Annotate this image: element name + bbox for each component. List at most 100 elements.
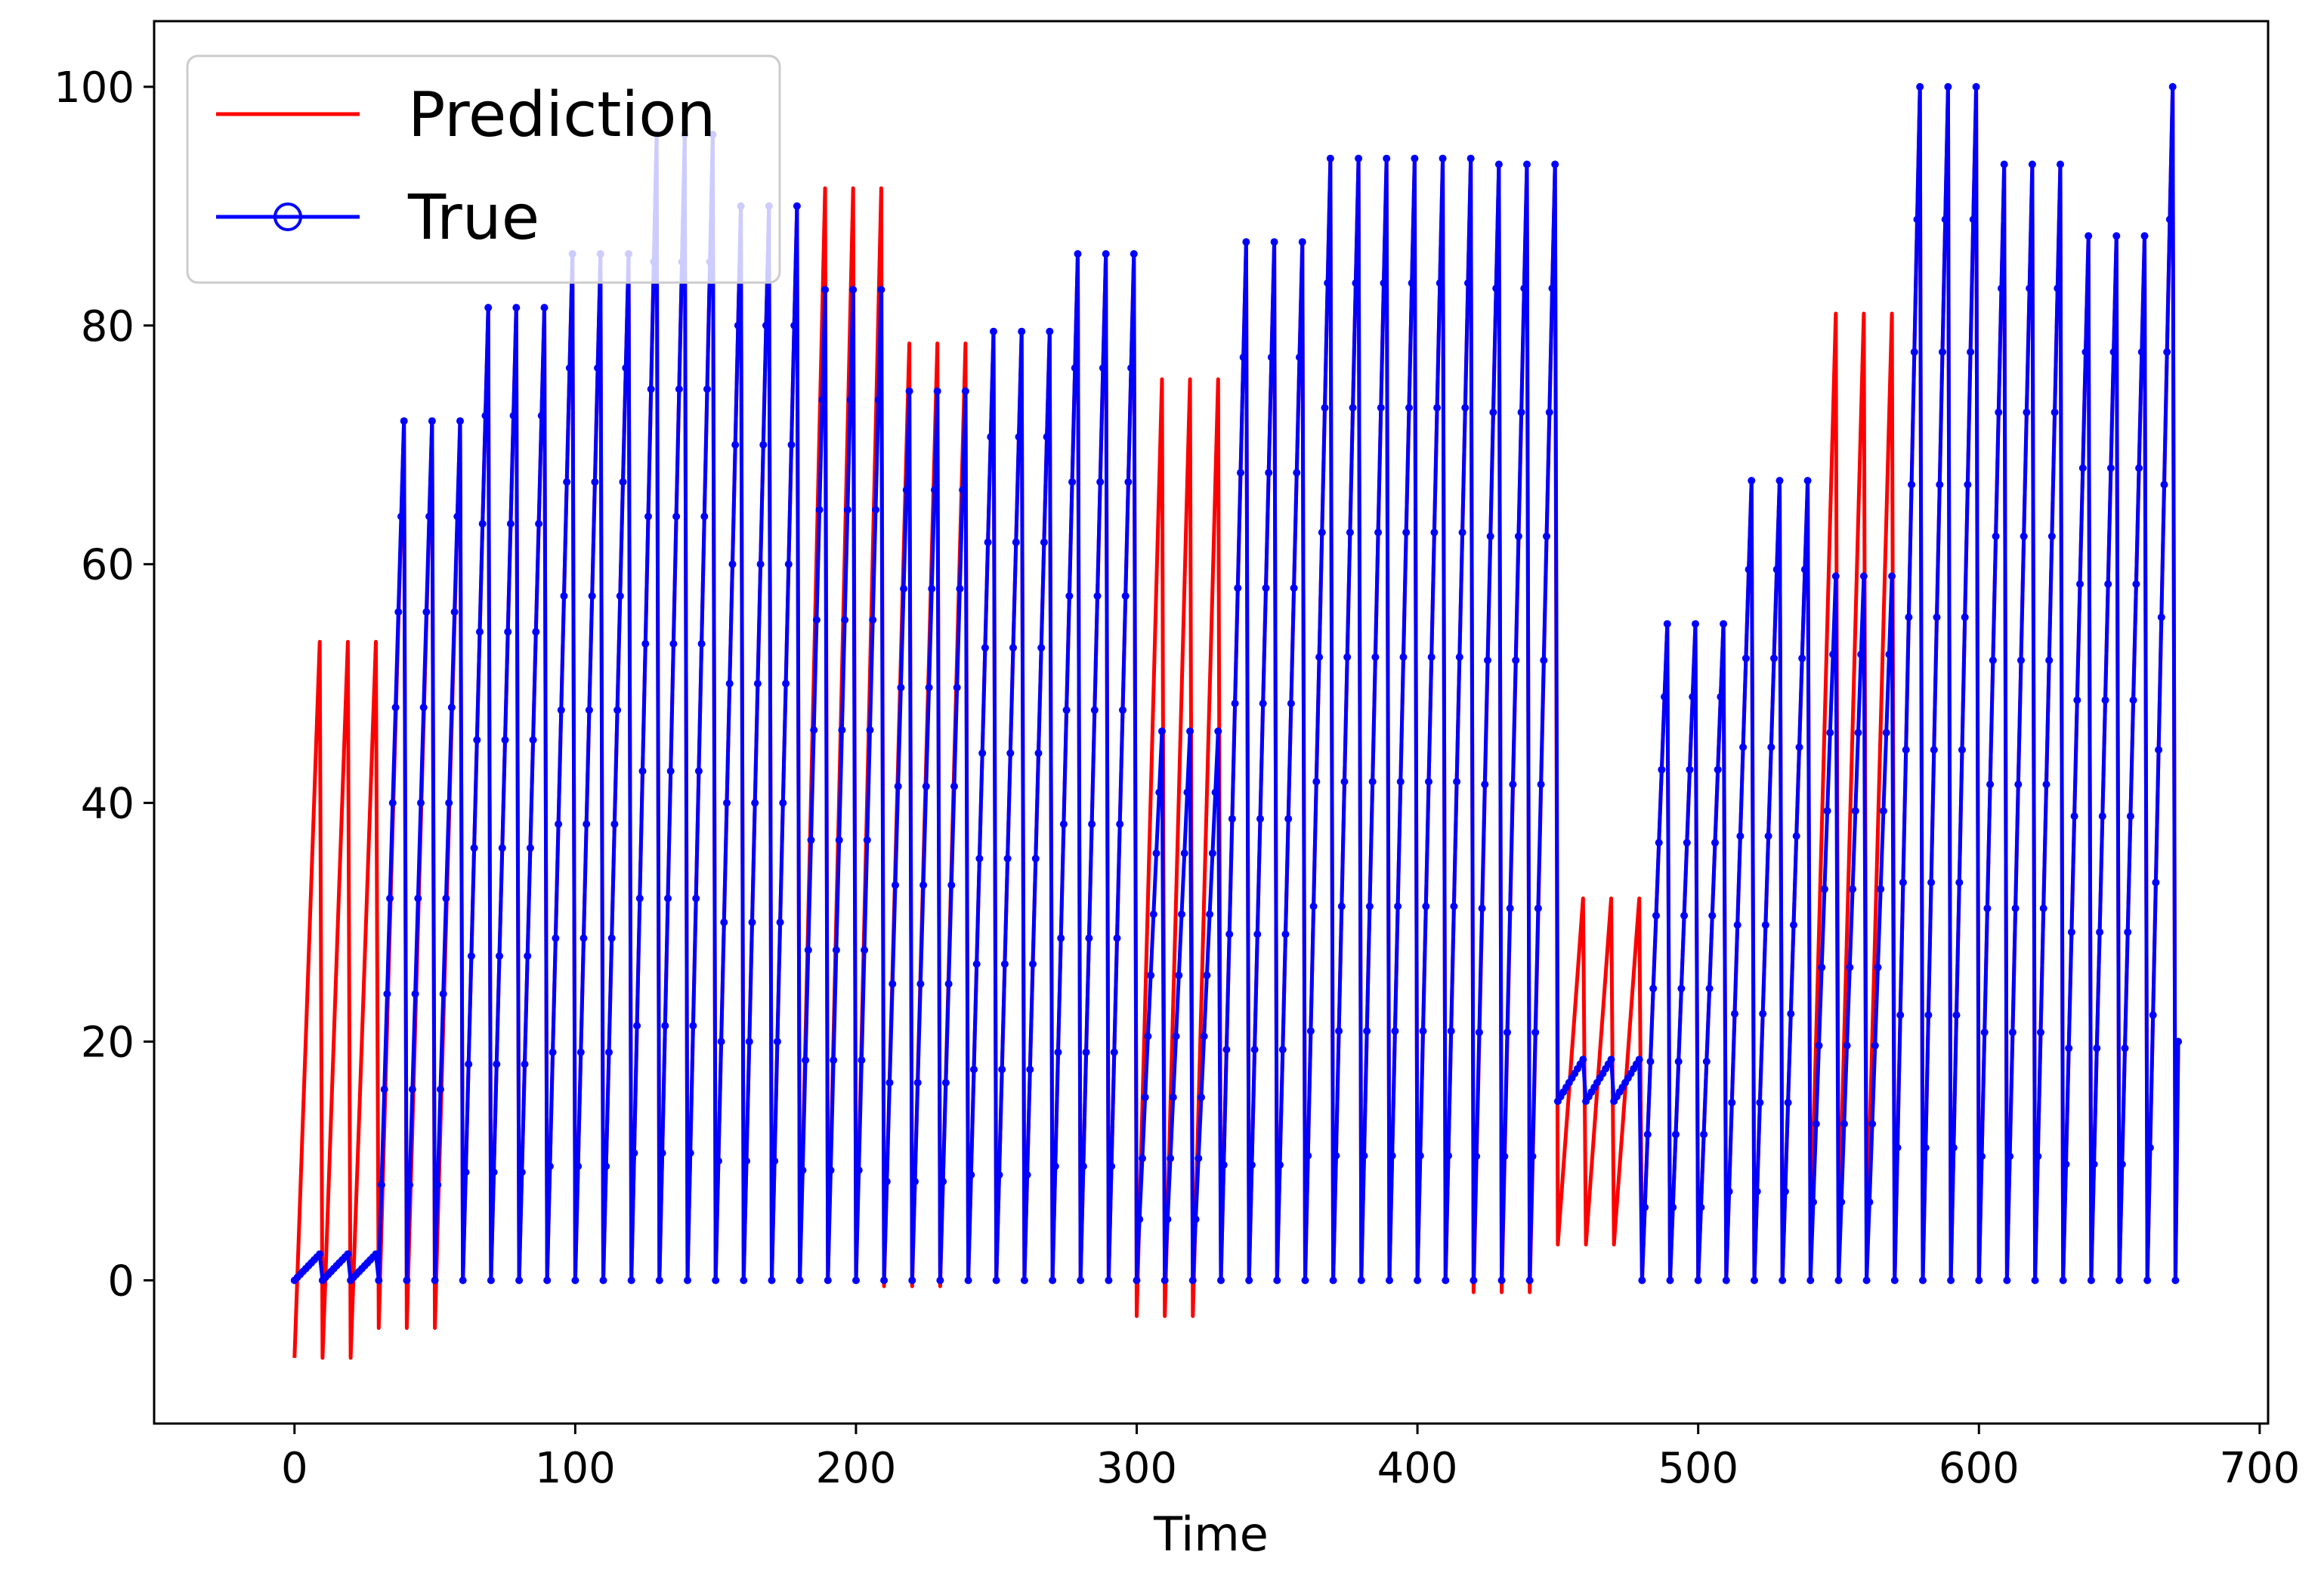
data-point-true bbox=[1049, 1276, 1057, 1285]
data-point-true bbox=[1059, 820, 1068, 828]
data-point-true bbox=[1077, 1276, 1085, 1285]
data-point-true bbox=[605, 1048, 613, 1056]
data-point-true bbox=[1284, 815, 1293, 823]
data-point-true bbox=[1352, 279, 1360, 287]
data-point-true bbox=[944, 980, 953, 988]
data-point-true bbox=[1885, 651, 1893, 659]
data-point-true bbox=[1919, 1276, 1927, 1285]
data-point-true bbox=[1172, 1032, 1180, 1040]
data-point-true bbox=[1160, 1276, 1169, 1285]
data-point-true bbox=[2031, 1276, 2039, 1285]
data-point-true bbox=[2062, 1160, 2070, 1168]
data-point-true bbox=[2101, 696, 2109, 704]
data-point-true bbox=[1169, 1093, 1177, 1102]
data-point-true bbox=[1422, 902, 1430, 910]
data-point-true bbox=[987, 433, 995, 441]
data-point-true bbox=[1846, 963, 1854, 972]
data-point-true bbox=[936, 1276, 944, 1285]
data-point-true bbox=[807, 836, 815, 844]
data-point-true bbox=[1062, 706, 1071, 714]
data-point-true bbox=[1514, 532, 1522, 540]
data-point-true bbox=[571, 1276, 579, 1285]
data-point-true bbox=[1481, 781, 1489, 789]
data-point-true bbox=[1674, 1057, 1683, 1065]
data-point-true bbox=[1298, 238, 1306, 246]
data-point-true bbox=[1079, 1162, 1087, 1170]
data-point-true bbox=[666, 767, 675, 775]
data-point-true bbox=[1425, 778, 1432, 786]
data-point-true bbox=[1309, 902, 1318, 910]
data-point-true bbox=[638, 767, 647, 775]
data-point-true bbox=[953, 683, 961, 691]
data-point-true bbox=[1871, 1041, 1879, 1050]
data-point-true bbox=[1466, 154, 1475, 162]
data-point-true bbox=[1843, 1041, 1851, 1050]
data-point-true bbox=[1893, 1143, 1902, 1152]
data-point-true bbox=[1834, 1276, 1843, 1285]
data-point-true bbox=[543, 1276, 552, 1285]
legend-label-true: True bbox=[407, 182, 539, 254]
data-point-true bbox=[717, 1037, 725, 1046]
data-point-true bbox=[1531, 1028, 1540, 1037]
data-point-true bbox=[908, 1276, 916, 1285]
data-point-true bbox=[1191, 1215, 1200, 1223]
data-point-true bbox=[821, 286, 830, 294]
data-point-true bbox=[1419, 1027, 1427, 1035]
data-point-true bbox=[1680, 911, 1689, 920]
data-point-true bbox=[913, 1078, 922, 1087]
data-point-true bbox=[905, 387, 913, 395]
data-point-true bbox=[1692, 620, 1699, 628]
data-point-true bbox=[1096, 478, 1105, 486]
data-point-true bbox=[1820, 885, 1828, 893]
data-point-true bbox=[1043, 433, 1051, 441]
data-point-true bbox=[2081, 348, 2090, 356]
data-point-true bbox=[397, 512, 405, 521]
data-point-true bbox=[1139, 1155, 1146, 1162]
data-point-true bbox=[1978, 1152, 1986, 1161]
data-point-true bbox=[1689, 693, 1697, 701]
data-point-true bbox=[939, 1177, 947, 1186]
data-point-true bbox=[1439, 154, 1447, 162]
data-point-true bbox=[641, 640, 650, 648]
data-point-true bbox=[861, 946, 869, 954]
data-point-true bbox=[2037, 1028, 2044, 1037]
data-point-true bbox=[1933, 613, 1941, 621]
data-point-true bbox=[1287, 700, 1295, 707]
data-point-true bbox=[846, 396, 855, 404]
data-point-true bbox=[1890, 1276, 1899, 1285]
data-point-true bbox=[557, 706, 565, 714]
data-point-true bbox=[1329, 1276, 1337, 1285]
data-point-true bbox=[743, 1157, 750, 1165]
data-point-true bbox=[2137, 348, 2146, 356]
data-point-true bbox=[1102, 250, 1110, 258]
data-point-true bbox=[1728, 1099, 1736, 1107]
data-point-true bbox=[610, 820, 619, 828]
data-point-true bbox=[635, 895, 644, 902]
data-point-true bbox=[1666, 1276, 1674, 1285]
data-point-true bbox=[1534, 904, 1542, 913]
data-point-true bbox=[832, 946, 840, 954]
data-point-true bbox=[1545, 408, 1553, 416]
data-point-true bbox=[1023, 1170, 1031, 1179]
data-point-true bbox=[748, 918, 756, 926]
data-point-true bbox=[2008, 1028, 2017, 1037]
data-point-true bbox=[1186, 727, 1194, 735]
data-point-true bbox=[2146, 1143, 2154, 1152]
data-point-true bbox=[1119, 706, 1126, 714]
data-point-true bbox=[2087, 1276, 2095, 1285]
data-point-true bbox=[990, 327, 997, 335]
data-point-true bbox=[545, 1162, 554, 1170]
data-point-true bbox=[981, 644, 989, 652]
data-point-true bbox=[1447, 1027, 1455, 1035]
y-tick-label: 20 bbox=[81, 1019, 134, 1068]
data-point-true bbox=[1748, 477, 1756, 485]
data-point-true bbox=[815, 505, 824, 514]
data-point-true bbox=[1655, 839, 1663, 847]
data-point-true bbox=[1733, 921, 1741, 929]
data-point-true bbox=[1677, 985, 1686, 993]
data-point-true bbox=[1475, 1028, 1483, 1037]
data-point-true bbox=[1652, 911, 1660, 920]
data-point-true bbox=[574, 1162, 583, 1170]
data-point-true bbox=[790, 321, 799, 329]
data-point-true bbox=[1175, 971, 1183, 979]
